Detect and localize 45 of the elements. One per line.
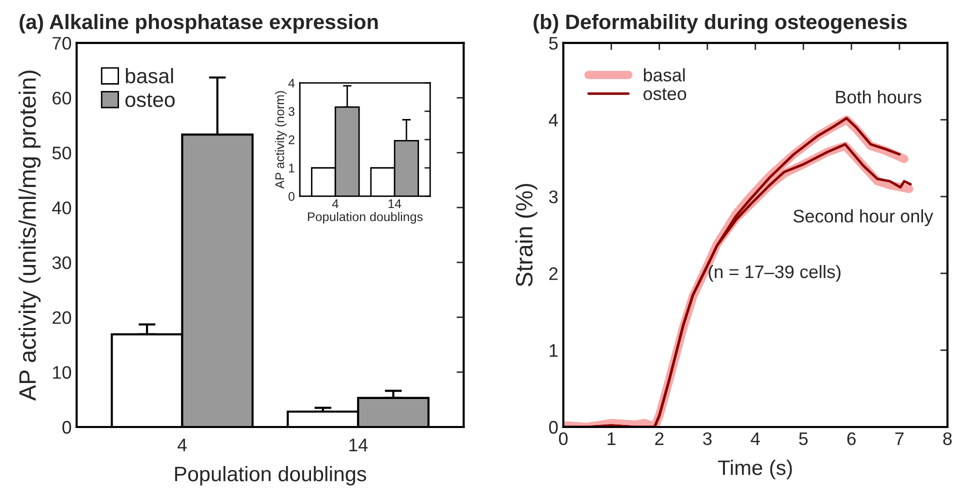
- y-tick-label: 1: [550, 344, 558, 357]
- x-tick-label: 3: [703, 432, 712, 446]
- x-tick-label: 14: [388, 199, 402, 208]
- x-axis-title: Population doublings: [175, 466, 366, 486]
- x-tick-label: 5: [799, 432, 808, 446]
- x-tick-label: 6: [847, 432, 856, 446]
- annotation: Both hours: [836, 90, 922, 104]
- chart-title: (b) Deformability during osteogenesis: [534, 14, 907, 34]
- x-tick-label: 7: [895, 432, 904, 445]
- x-axis-title: Time (s): [718, 460, 792, 480]
- y-tick-label: 30: [52, 256, 72, 270]
- x-tick-label: 4: [178, 438, 187, 452]
- x-axis-title: Population doublings: [308, 212, 423, 224]
- legend-label: basal: [126, 68, 173, 84]
- y-tick-label: 10: [53, 366, 72, 379]
- annotation: Second hour only: [794, 209, 934, 226]
- x-tick-label: 14: [349, 438, 368, 452]
- legend-label: osteo: [644, 88, 686, 100]
- y-tick-label: 1: [288, 164, 294, 172]
- chart-title: (a) Alkaline phosphatase expression: [20, 14, 378, 34]
- y-tick-label: 50: [52, 146, 72, 160]
- y-tick-label: 2: [549, 267, 558, 280]
- y-axis-title: AP activity (units/ml/mg protein): [18, 70, 41, 401]
- x-tick-label: 4: [750, 432, 760, 445]
- y-tick-label: 60: [52, 92, 72, 105]
- y-tick-label: 2: [288, 135, 294, 144]
- y-tick-label: 5: [549, 37, 558, 50]
- y-tick-label: 4: [548, 114, 558, 126]
- annotation: (n = 17–39 cells): [708, 264, 840, 282]
- y-tick-label: 40: [52, 201, 72, 214]
- y-axis-title: Strain (%): [515, 184, 538, 286]
- x-tick-label: 0: [558, 432, 568, 446]
- x-tick-label: 8: [943, 432, 952, 446]
- y-tick-label: 70: [52, 36, 72, 50]
- y-tick-label: 4: [288, 78, 295, 88]
- legend-label: basal: [644, 68, 685, 82]
- y-tick-label: 3: [288, 107, 294, 116]
- y-tick-label: 20: [52, 311, 72, 324]
- x-tick-label: 2: [655, 432, 664, 445]
- y-tick-label: 0: [288, 192, 295, 201]
- legend-label: osteo: [125, 93, 175, 108]
- y-tick-label: 0: [62, 420, 72, 434]
- y-axis-title: AP activity (norm): [275, 91, 287, 189]
- y-tick-label: 0: [549, 420, 558, 434]
- x-tick-label: 1: [608, 432, 616, 445]
